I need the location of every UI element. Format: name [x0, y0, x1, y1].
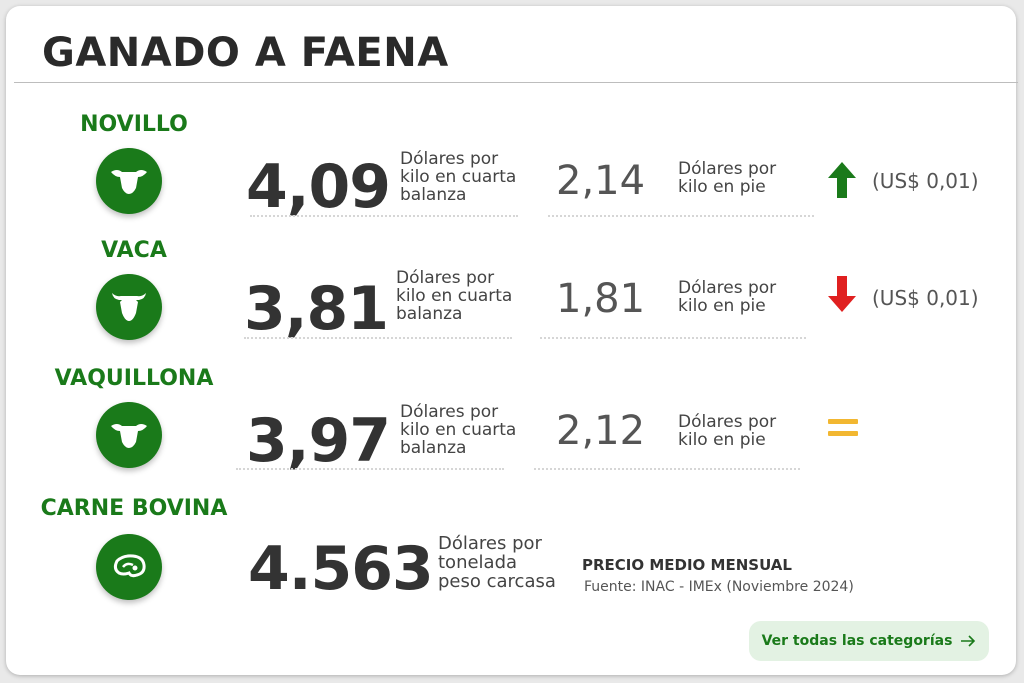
price-note-source: Fuente: INAC - IMEx (Noviembre 2024)	[584, 579, 854, 595]
vaquillona-price-pie: 2,12	[556, 408, 646, 454]
vaquillona-price-pie-desc: Dólares por kilo en pie	[678, 412, 777, 450]
novillo-price-pie: 2,14	[556, 158, 646, 204]
divider	[244, 337, 512, 339]
carne-bovina-price-desc: Dólares por tonelada peso carcasa	[438, 533, 556, 592]
vaca-price-pie-desc: Dólares por kilo en pie	[678, 278, 777, 316]
novillo-price-pie-desc: Dólares por kilo en pie	[678, 159, 777, 197]
vaquillona-price-balanza: 3,97	[246, 406, 391, 476]
price-note-title: PRECIO MEDIO MENSUAL	[582, 556, 792, 574]
title-divider	[14, 82, 1018, 83]
category-novillo-label: NOVILLO	[80, 112, 188, 137]
arrow-right-icon	[961, 635, 976, 647]
novillo-price-balanza: 4,09	[246, 152, 391, 222]
divider	[250, 215, 518, 217]
view-all-categories-button[interactable]: Ver todas las categorías	[749, 621, 989, 661]
vaca-price-balanza-desc: Dólares por kilo en cuarta balanza	[396, 268, 513, 324]
divider	[534, 468, 800, 470]
novillo-change: (US$ 0,01)	[872, 169, 979, 193]
divider	[540, 337, 806, 339]
vaca-price-balanza: 3,81	[244, 274, 389, 344]
vaquillona-price-balanza-desc: Dólares por kilo en cuarta balanza	[400, 402, 517, 458]
cow-head-icon	[96, 148, 162, 214]
divider	[236, 468, 504, 470]
arrow-down-icon	[828, 276, 856, 312]
category-carne-bovina-label: CARNE BOVINA	[40, 496, 228, 521]
bull-head-icon	[96, 274, 162, 340]
cattle-prices-card: GANADO A FAENA NOVILLO 4,09 Dólares por …	[6, 6, 1018, 675]
arrow-up-icon	[828, 162, 856, 198]
divider	[548, 215, 814, 217]
equal-icon	[828, 419, 858, 443]
card-title: GANADO A FAENA	[42, 30, 449, 76]
carne-bovina-price: 4.563	[248, 534, 434, 604]
meat-cut-icon	[96, 534, 162, 600]
category-vaquillona-label: VAQUILLONA	[54, 366, 214, 391]
novillo-price-balanza-desc: Dólares por kilo en cuarta balanza	[400, 149, 517, 205]
view-all-categories-label: Ver todas las categorías	[761, 633, 953, 649]
vaca-change: (US$ 0,01)	[872, 286, 979, 310]
category-vaca-label: VACA	[101, 238, 167, 263]
cow-head-icon	[96, 402, 162, 468]
vaca-price-pie: 1,81	[556, 276, 646, 322]
